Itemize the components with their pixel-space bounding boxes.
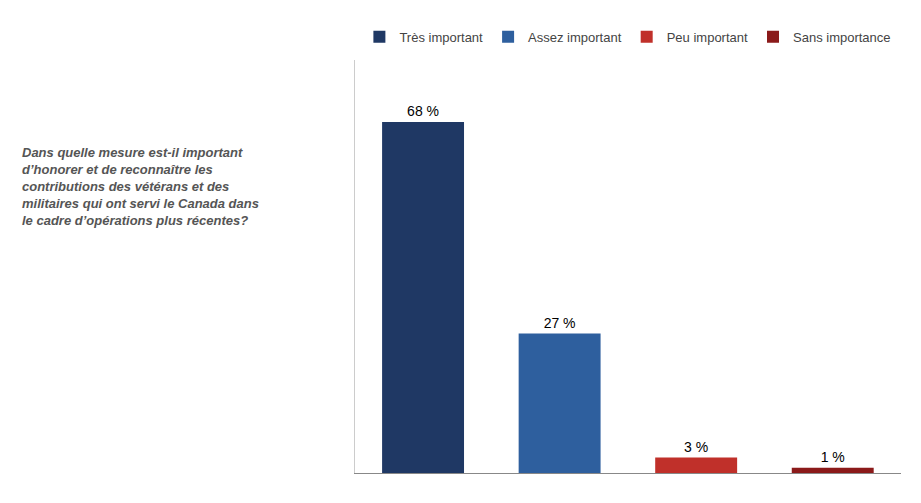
svg-text:68 %: 68 %	[407, 103, 439, 119]
svg-text:Assez important: Assez important	[528, 30, 622, 45]
svg-text:Sans importance: Sans importance	[793, 30, 891, 45]
svg-text:3 %: 3 %	[684, 439, 708, 455]
svg-text:Peu important: Peu important	[667, 30, 748, 45]
svg-text:Très important: Très important	[399, 30, 483, 45]
svg-text:1 %: 1 %	[821, 449, 845, 465]
svg-text:Dans quelle mesure est-il impo: Dans quelle mesure est-il importantd’hon…	[22, 145, 259, 228]
svg-text:27 %: 27 %	[544, 315, 576, 331]
